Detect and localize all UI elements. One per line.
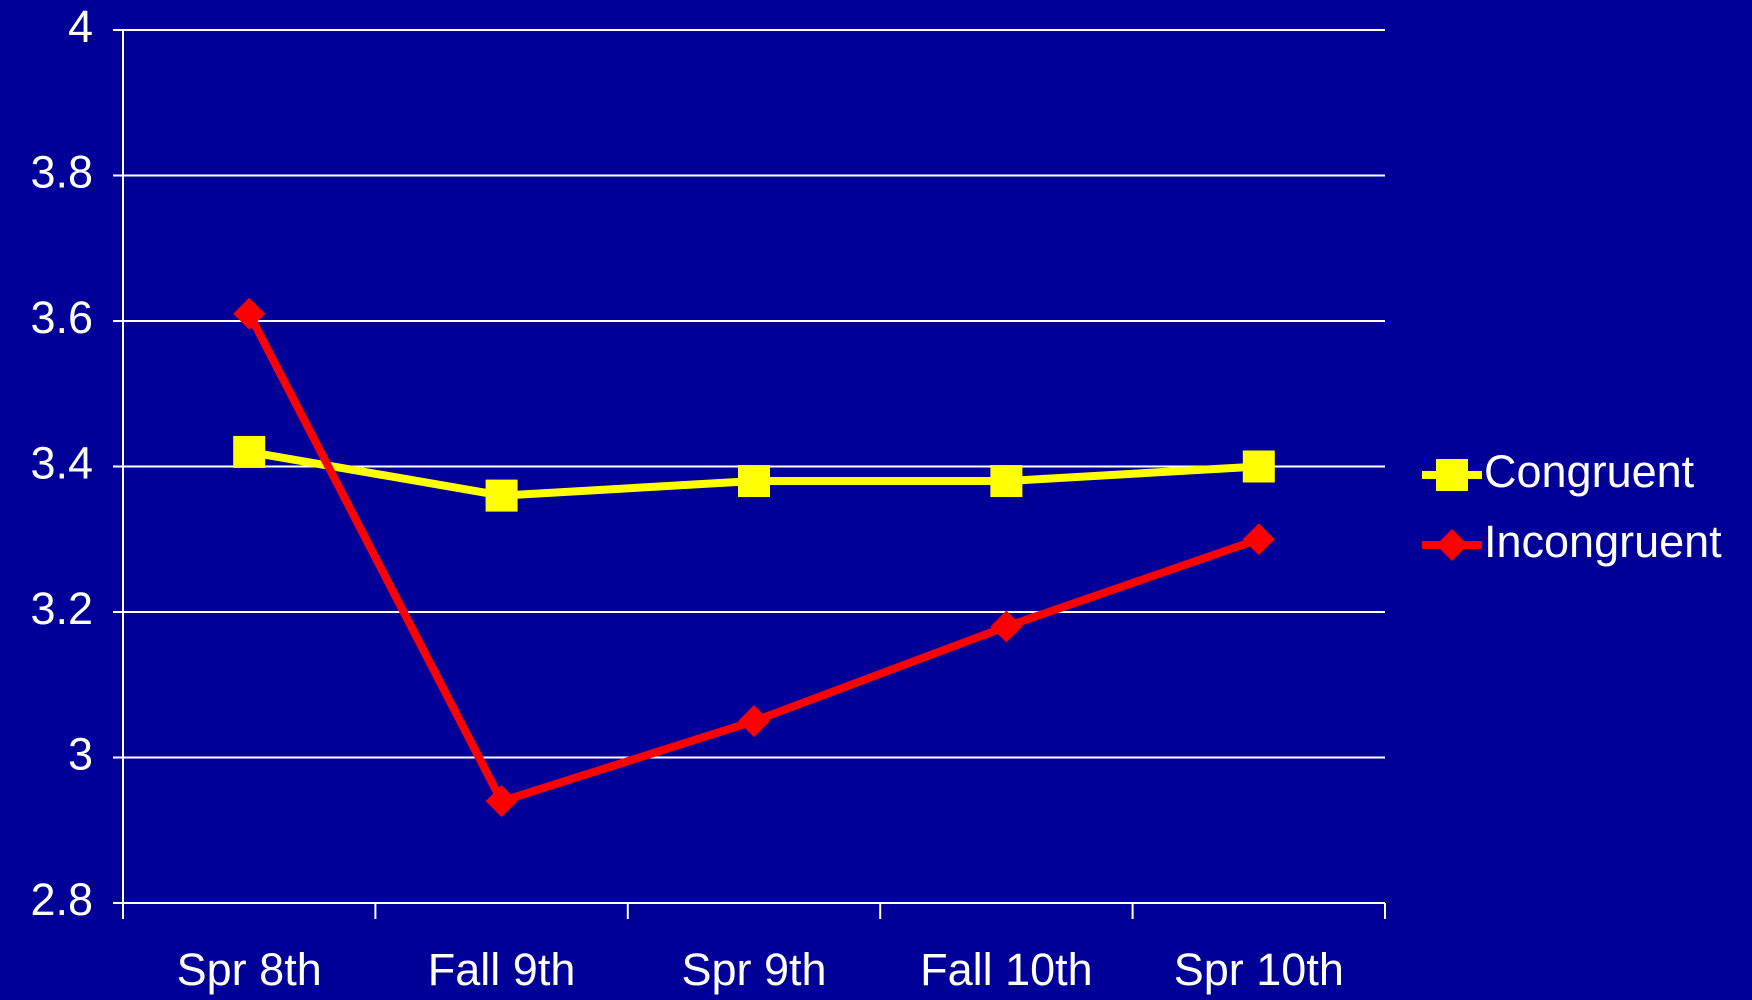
- y-tick-label: 4: [68, 1, 93, 52]
- legend-label: Congruent: [1484, 446, 1695, 497]
- data-point: [738, 465, 770, 498]
- x-tick-label: Spr 10th: [1174, 944, 1344, 995]
- y-tick-label: 3.8: [30, 146, 93, 197]
- legend-label: Incongruent: [1484, 516, 1722, 567]
- x-tick-label: Fall 10th: [920, 944, 1093, 995]
- data-point: [1242, 523, 1275, 556]
- data-point: [990, 610, 1023, 643]
- data-point: [233, 435, 266, 468]
- data-point: [1242, 450, 1275, 483]
- data-point: [485, 479, 518, 512]
- data-point: [233, 297, 266, 330]
- x-tick-label: Fall 9th: [428, 944, 576, 995]
- x-tick-label: Spr 9th: [681, 944, 826, 995]
- y-tick-label: 3.2: [30, 583, 93, 634]
- x-tick-label: Spr 8th: [177, 944, 322, 995]
- data-point: [485, 785, 518, 818]
- y-tick-label: 2.8: [30, 874, 93, 925]
- legend-marker: [1436, 529, 1468, 561]
- y-tick-label: 3.4: [30, 437, 93, 488]
- y-tick-label: 3.6: [30, 292, 93, 343]
- data-point: [738, 705, 770, 738]
- data-point: [990, 465, 1023, 498]
- legend-marker: [1436, 459, 1468, 491]
- y-tick-label: 3: [68, 728, 93, 779]
